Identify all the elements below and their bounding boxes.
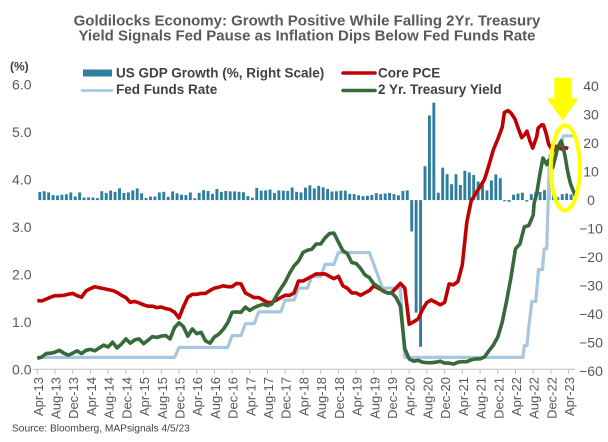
svg-text:Dec-21: Dec-21: [491, 377, 506, 419]
svg-text:Goldilocks Economy: Growth Pos: Goldilocks Economy: Growth Positive Whil…: [74, 13, 541, 30]
svg-text:Core PCE: Core PCE: [378, 65, 440, 80]
svg-text:Apr-16: Apr-16: [190, 377, 205, 416]
svg-text:Dec-14: Dec-14: [119, 377, 134, 419]
svg-text:Dec-13: Dec-13: [66, 377, 81, 419]
svg-text:US GDP Growth (%, Right Scale): US GDP Growth (%, Right Scale): [116, 65, 324, 80]
svg-text:20: 20: [583, 135, 599, 151]
svg-text:Dec-22: Dec-22: [544, 377, 559, 419]
svg-text:−40: −40: [579, 306, 603, 322]
svg-text:Apr-17: Apr-17: [243, 377, 258, 416]
svg-text:Apr-22: Apr-22: [509, 377, 524, 416]
svg-text:Dec-18: Dec-18: [332, 377, 347, 419]
svg-text:4.0: 4.0: [12, 172, 32, 188]
svg-text:Fed Funds Rate: Fed Funds Rate: [116, 82, 218, 97]
svg-text:30: 30: [583, 107, 599, 123]
svg-text:Aug-19: Aug-19: [367, 377, 382, 419]
svg-text:0.0: 0.0: [12, 361, 32, 377]
svg-text:Aug-15: Aug-15: [155, 377, 170, 419]
svg-text:Dec-19: Dec-19: [385, 377, 400, 419]
svg-text:Dec-15: Dec-15: [173, 377, 188, 419]
svg-text:3.0: 3.0: [12, 219, 32, 235]
svg-text:Aug-16: Aug-16: [208, 377, 223, 419]
svg-text:−50: −50: [579, 335, 603, 351]
svg-text:(%): (%): [10, 60, 29, 74]
svg-text:Aug-18: Aug-18: [314, 377, 329, 419]
svg-text:−20: −20: [579, 249, 603, 265]
svg-text:Aug-14: Aug-14: [102, 377, 117, 419]
svg-text:5.0: 5.0: [12, 124, 32, 140]
svg-text:6.0: 6.0: [12, 77, 32, 93]
svg-text:Apr-21: Apr-21: [456, 377, 471, 416]
svg-text:Apr-18: Apr-18: [297, 377, 312, 416]
svg-text:Apr-13: Apr-13: [31, 377, 46, 416]
svg-text:Apr-15: Apr-15: [137, 377, 152, 416]
svg-text:2 Yr. Treasury Yield: 2 Yr. Treasury Yield: [378, 82, 502, 97]
svg-text:2.0: 2.0: [12, 266, 32, 282]
svg-text:−30: −30: [579, 278, 603, 294]
svg-text:Aug-22: Aug-22: [527, 377, 542, 419]
svg-text:Dec-16: Dec-16: [226, 377, 241, 419]
svg-text:Aug-21: Aug-21: [474, 377, 489, 419]
svg-text:Aug-17: Aug-17: [261, 377, 276, 419]
svg-text:−10: −10: [579, 221, 603, 237]
svg-text:Dec-20: Dec-20: [438, 377, 453, 419]
svg-text:Apr-14: Apr-14: [84, 377, 99, 416]
svg-text:−60: −60: [579, 363, 603, 379]
svg-text:Source: Bloomberg, MAPsignals: Source: Bloomberg, MAPsignals 4/5/23: [12, 424, 190, 435]
svg-text:40: 40: [583, 78, 599, 94]
svg-text:Apr-19: Apr-19: [350, 377, 365, 416]
svg-text:10: 10: [583, 164, 599, 180]
svg-text:0: 0: [587, 192, 595, 208]
svg-text:Apr-23: Apr-23: [562, 377, 577, 416]
svg-text:Aug-20: Aug-20: [420, 377, 435, 419]
svg-text:1.0: 1.0: [12, 314, 32, 330]
svg-text:Aug-13: Aug-13: [49, 377, 64, 419]
svg-text:Apr-20: Apr-20: [403, 377, 418, 416]
svg-text:Yield Signals Fed Pause as Inf: Yield Signals Fed Pause as Inflation Dip…: [78, 28, 535, 45]
svg-text:Dec-17: Dec-17: [279, 377, 294, 419]
